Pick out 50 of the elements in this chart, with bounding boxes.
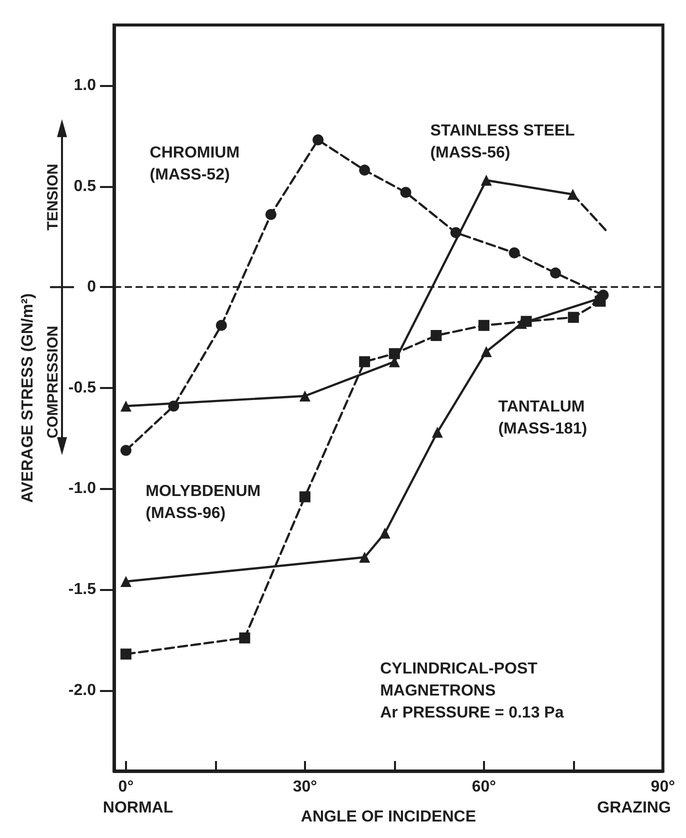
y-tick-label: -1.5 (68, 581, 96, 598)
point (379, 528, 390, 539)
point (388, 348, 400, 360)
point (359, 356, 370, 368)
point (508, 247, 520, 258)
y-tick-label: -1.0 (68, 480, 96, 498)
point (430, 330, 442, 341)
point (567, 188, 578, 200)
annotation: CHROMIUM (MASS-52) (150, 144, 240, 184)
point (299, 390, 310, 402)
point (299, 491, 310, 502)
y-tick-label: 0 (87, 278, 96, 296)
point (120, 576, 132, 587)
annotation: MOLYBDENUM (MASS-96) (146, 483, 261, 522)
x-tick-label: 0° (118, 778, 134, 796)
point (359, 552, 370, 563)
text: NORMAL (102, 800, 174, 816)
point (400, 186, 412, 198)
x-tick-label: 30° (292, 778, 318, 796)
y-tick-label: 1.0 (74, 76, 96, 94)
point (516, 318, 527, 329)
point (312, 134, 324, 146)
y-axis-title: AVERAGE STRESS (GN/m²) (20, 293, 36, 503)
point (120, 400, 132, 412)
annotation: CYLINDRICAL-POST MAGNETRONS Ar PRESSURE = 0.13 Pa (380, 660, 564, 722)
point (120, 648, 132, 660)
point (120, 444, 132, 456)
point (216, 320, 227, 331)
point (568, 312, 579, 323)
annotation: STAINLESS STEEL (MASS-56) (430, 122, 576, 162)
point (480, 346, 492, 358)
point (480, 174, 492, 186)
annotation: TANTALUM (MASS-181) (498, 398, 588, 438)
x-axis-title: ANGLE OF INCIDENCE (300, 808, 476, 826)
point (478, 320, 490, 331)
point (239, 632, 250, 644)
text: TENSION (44, 164, 62, 230)
point (450, 227, 462, 238)
y-tick-label: -0.5 (68, 379, 96, 396)
y-tick-label: -2.0 (68, 682, 96, 699)
point (168, 400, 180, 412)
text: GRAZING (597, 800, 671, 816)
x-tick-label: 60° (472, 778, 496, 796)
point (359, 164, 370, 176)
x-tick-label: 90° (650, 778, 676, 796)
point (265, 209, 276, 220)
point (432, 426, 443, 438)
point (550, 267, 562, 278)
y-tick-label: 0.5 (74, 178, 96, 195)
text: COMPRESSION (44, 326, 62, 438)
